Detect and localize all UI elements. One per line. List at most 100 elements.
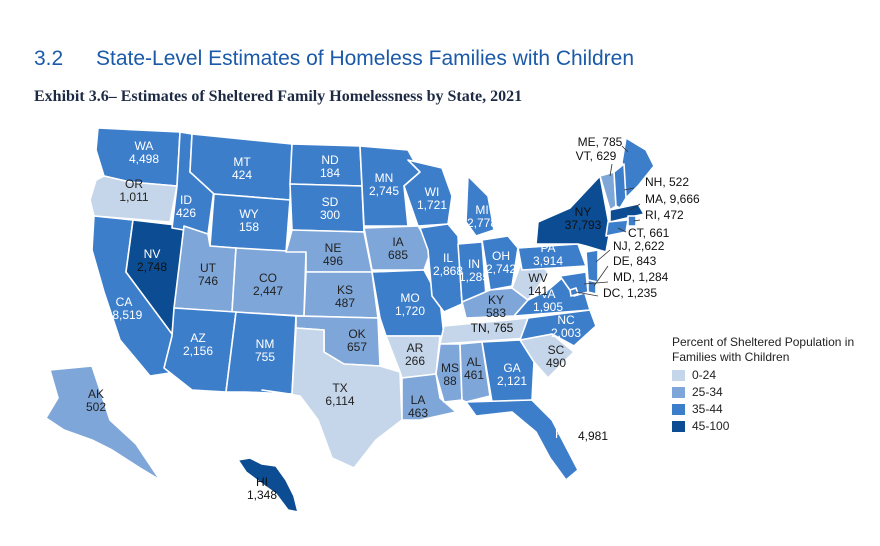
state-value-al: 461 (464, 368, 484, 382)
state-abbr-ny: NY (575, 205, 592, 219)
state-abbr-az: AZ (190, 331, 205, 345)
state-value-oh: 2,742 (486, 262, 516, 276)
section-number: 3.2 (34, 47, 64, 70)
state-value-nc: 2,003 (551, 326, 581, 340)
state-label-ma: MA, 9,666 (645, 192, 700, 206)
state-me (621, 137, 655, 199)
state-abbr-sd: SD (322, 195, 339, 209)
legend-item: 45-100 (672, 419, 872, 433)
state-value-ok: 657 (347, 340, 367, 354)
state-value-nm: 755 (255, 350, 275, 364)
state-nh (613, 163, 627, 209)
legend-title: Percent of Sheltered Population in Famil… (672, 335, 855, 364)
legend-item: 25-34 (672, 385, 872, 399)
state-ct (605, 219, 629, 237)
state-label-vt: VT, 629 (576, 149, 617, 163)
state-value-va: 1,905 (533, 300, 563, 314)
state-wv (511, 259, 549, 301)
state-abbr-ok: OK (348, 327, 365, 341)
state-abbr-la: LA (411, 393, 426, 407)
leader-line-nh (623, 187, 635, 191)
state-label-nj: NJ, 2,622 (613, 239, 665, 253)
state-label-nh: NH, 522 (645, 175, 689, 189)
state-value-mi: 2,778 (467, 216, 497, 230)
leader-line-vt (609, 163, 613, 177)
leader-line-nj (595, 249, 611, 263)
state-abbr-mo: MO (400, 291, 419, 305)
state-value-sd: 300 (320, 208, 340, 222)
legend-swatch (672, 386, 685, 398)
legend-label: 45-100 (692, 419, 730, 433)
state-abbr-id: ID (180, 193, 192, 207)
state-ny (535, 175, 611, 253)
state-pa (517, 243, 587, 271)
state-nj (585, 249, 599, 283)
state-abbr-mt: MT (233, 155, 251, 169)
state-abbr-va: VA (540, 287, 555, 301)
state-de (587, 279, 597, 295)
state-hi (237, 457, 299, 513)
state-label-dc: DC, 1,235 (603, 286, 657, 300)
state-abbr-nd: ND (321, 153, 339, 167)
state-abbr-ks: KS (337, 283, 353, 297)
state-value-ia: 685 (388, 248, 408, 262)
state-abbr-ky: KY (488, 293, 504, 307)
legend-label: 35-44 (692, 402, 723, 416)
state-value-nd: 184 (320, 166, 340, 180)
legend-swatch (672, 369, 685, 381)
state-mi (465, 175, 495, 237)
map-legend: Percent of Sheltered Population in Famil… (672, 335, 872, 433)
state-value-sc: 490 (546, 356, 566, 370)
state-abbr-sc: SC (548, 343, 565, 357)
state-value-mt: 424 (232, 168, 252, 182)
state-abbr-wa: WA (135, 139, 154, 153)
state-abbr-ga: GA (503, 361, 520, 375)
state-ms (435, 343, 463, 403)
state-value-ak: 502 (86, 400, 106, 414)
legend-swatch (672, 403, 685, 415)
state-mn (359, 145, 421, 227)
state-abbr-nv: NV (144, 247, 161, 261)
state-wi (403, 159, 453, 227)
state-abbr-wy: WY (239, 207, 258, 221)
state-abbr-hi: HI (256, 475, 268, 489)
state-abbr-il: IL (443, 251, 453, 265)
state-il (419, 223, 463, 313)
state-label-de: DE, 843 (613, 254, 657, 268)
state-value-ms: 88 (443, 374, 457, 388)
state-abbr-mn: MN (375, 171, 394, 185)
state-label-md: MD, 1,284 (613, 270, 669, 284)
state-value-nv: 2,748 (137, 260, 167, 274)
state-dc (569, 287, 579, 297)
state-value-la: 463 (408, 406, 428, 420)
state-value-ar: 266 (405, 354, 425, 368)
state-abbr-ia: IA (392, 235, 403, 249)
state-ga (481, 339, 535, 403)
state-value-hi: 1,348 (247, 488, 277, 502)
state-md (559, 271, 589, 297)
state-abbr-ms: MS (441, 361, 459, 375)
state-value-ne: 496 (323, 254, 343, 268)
state-abbr-ak: AK (88, 387, 104, 401)
state-abbr-ne: NE (325, 241, 342, 255)
state-value-mn: 2,745 (369, 184, 399, 198)
state-label-fl: 4,981 (578, 429, 608, 443)
state-abbr-tn: TN, 765 (471, 321, 514, 335)
state-abbr-oh: OH (492, 249, 510, 263)
state-value-il: 2,868 (433, 264, 463, 278)
state-al (459, 341, 491, 403)
leader-line-ri (633, 219, 641, 222)
state-value-id: 426 (176, 206, 196, 220)
state-value-wa: 4,498 (129, 152, 159, 166)
state-label-ct: CT, 661 (628, 226, 670, 240)
state-label-ri: RI, 472 (645, 208, 684, 222)
state-value-wv: 141 (528, 284, 548, 298)
state-abbr-wi: WI (425, 185, 440, 199)
state-value-wy: 158 (239, 220, 259, 234)
state-value-ga: 2,121 (497, 374, 527, 388)
leader-line-dc (575, 291, 599, 297)
state-abbr-pa: PA (540, 241, 555, 255)
exhibit-title: Exhibit 3.6– Estimates of Sheltered Fami… (34, 88, 523, 105)
state-tx (261, 327, 403, 469)
leader-line-me (621, 145, 629, 153)
